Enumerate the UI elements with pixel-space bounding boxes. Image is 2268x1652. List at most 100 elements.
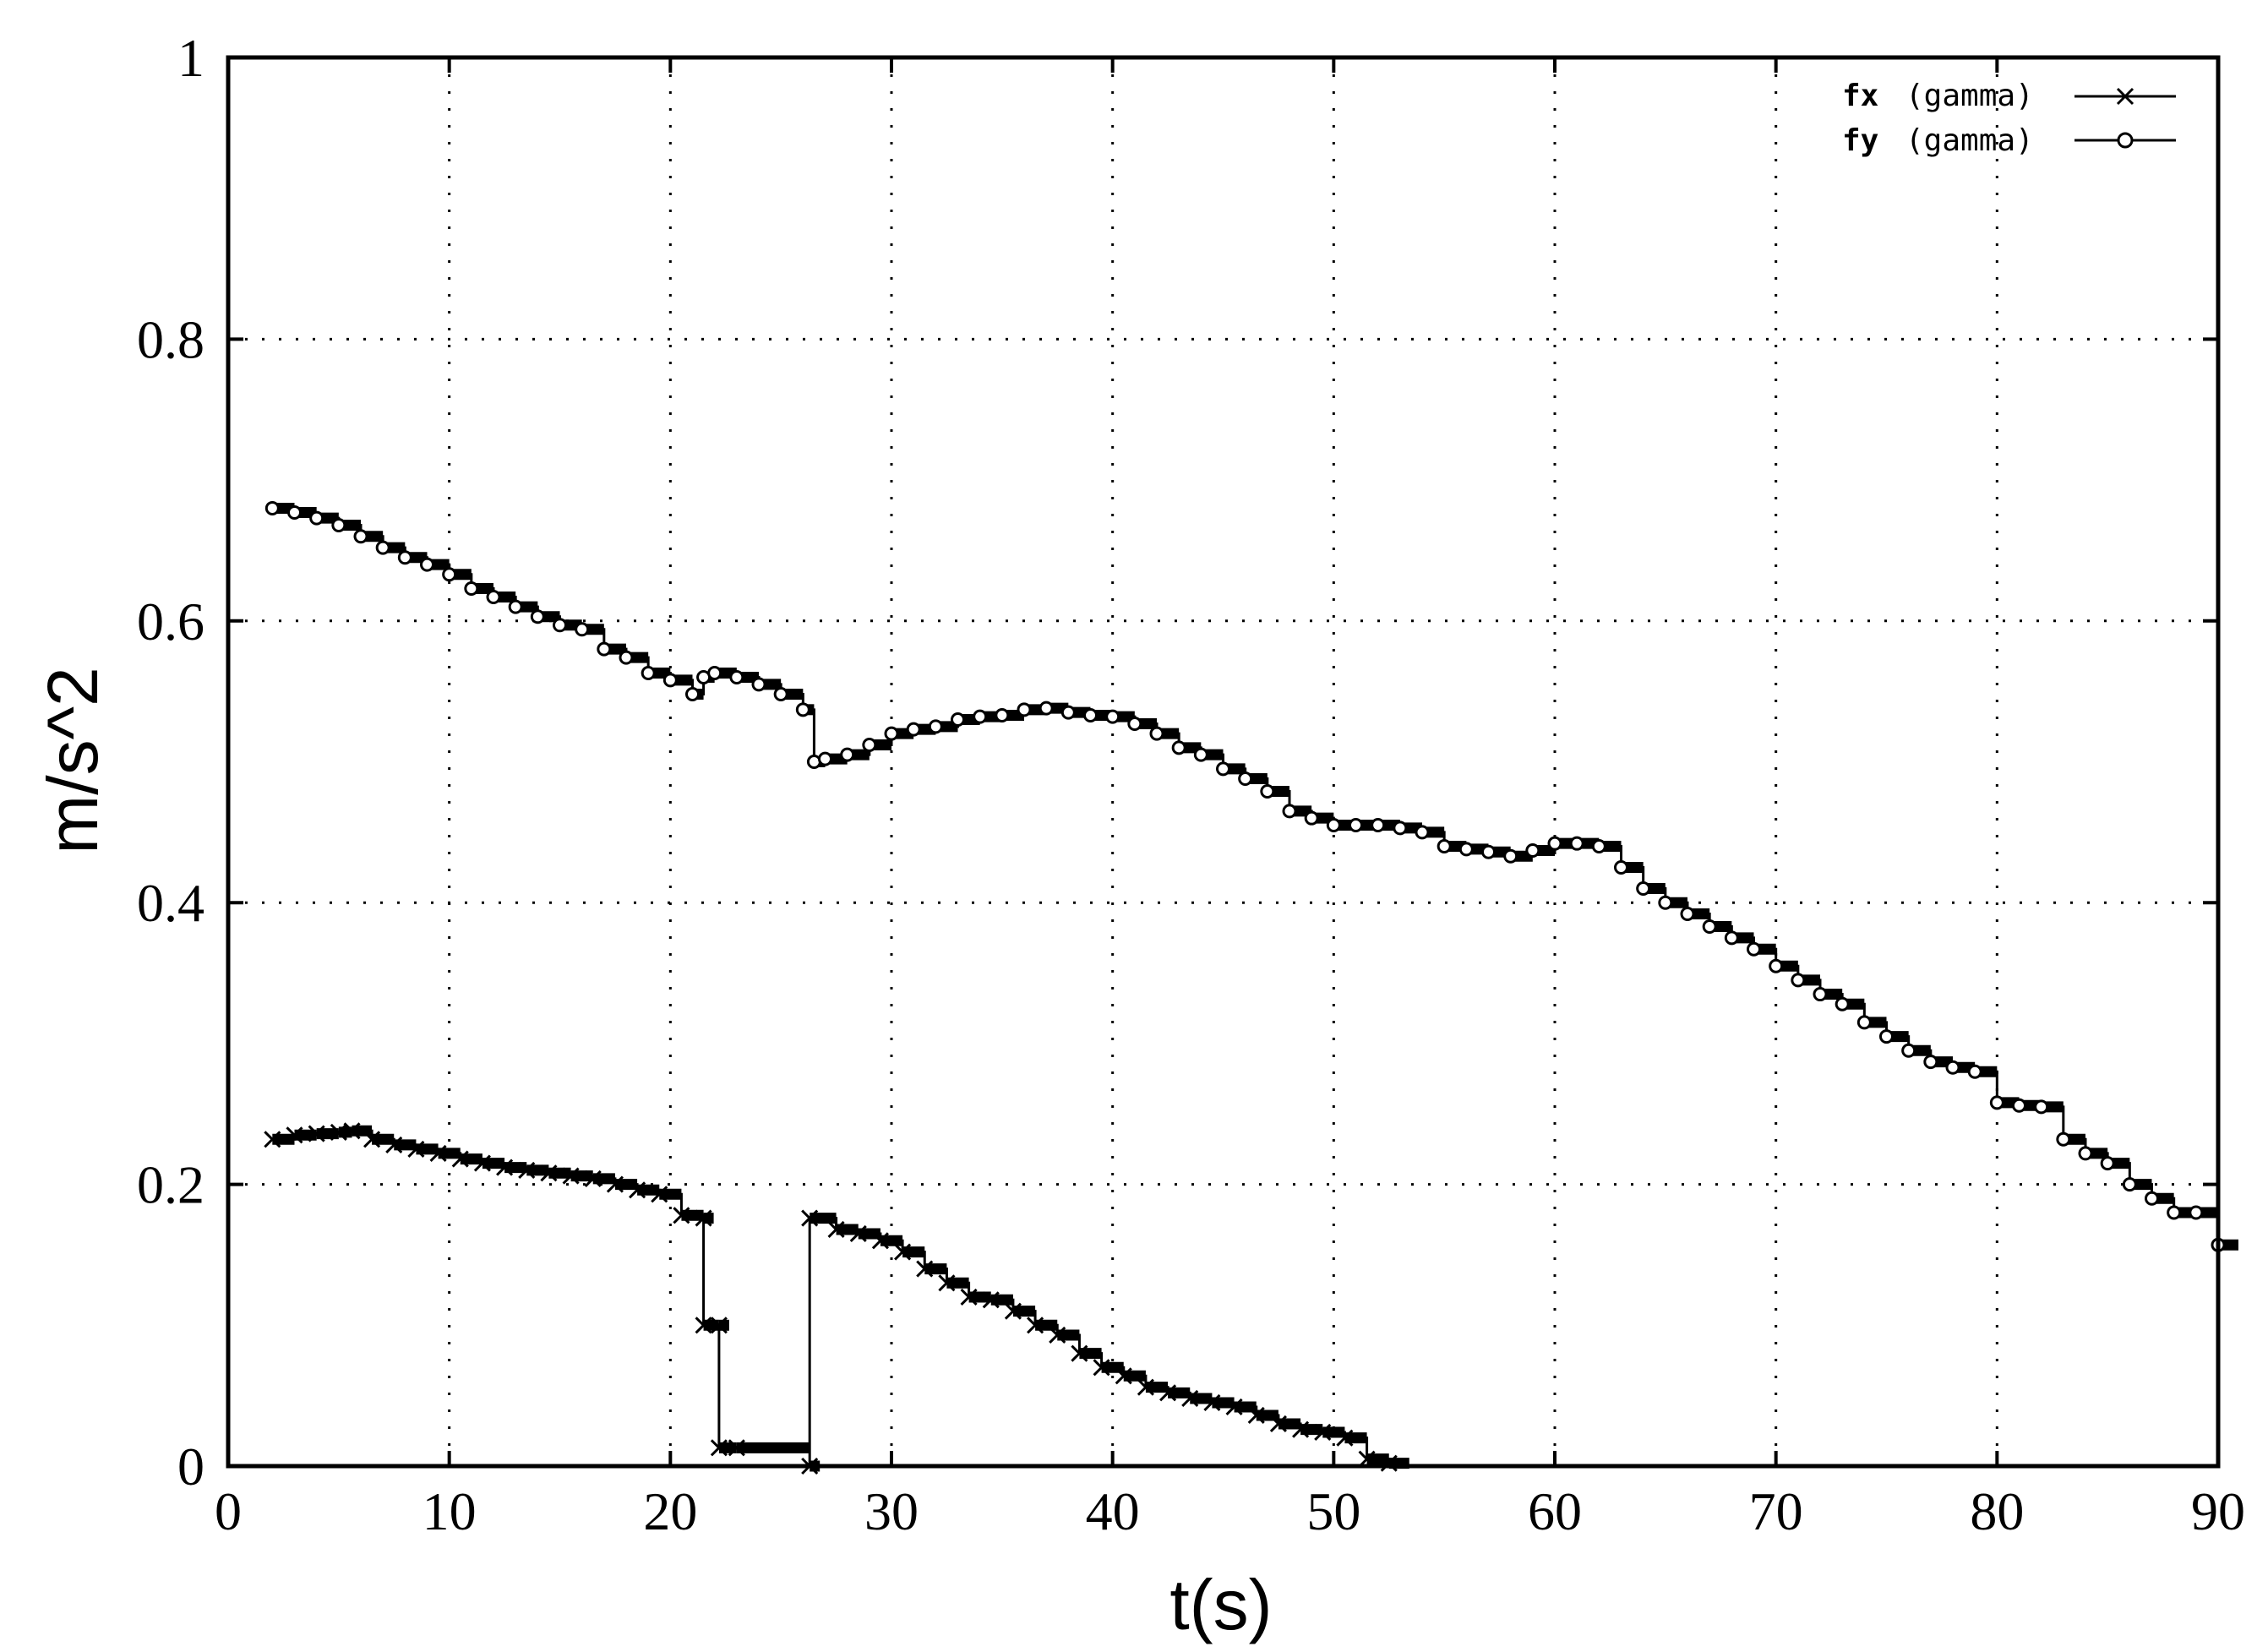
legend-series-name-fx: fx (1842, 79, 1878, 113)
data-point-fy (685, 686, 700, 701)
data-point-fy (707, 665, 722, 680)
data-point-fx (960, 1288, 978, 1306)
data-point-fy (1525, 843, 1540, 859)
data-point-fy (1724, 930, 1739, 946)
data-point-fy (2167, 1205, 2182, 1220)
series-fy (264, 500, 2238, 1252)
x-tick-label: 70 (1749, 1481, 1803, 1541)
data-point-fy (1591, 839, 1606, 854)
data-point-fy (2100, 1156, 2115, 1171)
data-point-fy (553, 618, 567, 633)
data-point-fy (397, 550, 412, 565)
x-tick-label: 50 (1306, 1481, 1360, 1541)
data-point-fy (906, 722, 921, 737)
tick-labels: 0 10 20 30 40 50 60 70 80 90 0 0.2 0.4 0.6 0.8 1 (137, 28, 2245, 1541)
data-point-fy (1547, 836, 1562, 851)
data-point-fy (1989, 1095, 2004, 1110)
data-point-fy (1127, 716, 1142, 731)
data-point-fy (2189, 1205, 2204, 1220)
data-point-fy (1503, 848, 1518, 864)
data-point-fy (862, 737, 877, 752)
axis-ticks (226, 56, 2220, 1468)
x-tick-label: 90 (2191, 1481, 2245, 1541)
data-point-fy (1105, 709, 1120, 724)
data-point-fy (1171, 740, 1186, 755)
data-point-fx (343, 1122, 361, 1140)
data-point-fy (1636, 881, 1651, 897)
data-point-fy (287, 504, 302, 520)
data-point-fx (1380, 1454, 1398, 1472)
data-point-fy (1017, 702, 1032, 717)
data-point-fy (1702, 919, 1717, 935)
data-point-fx (1093, 1359, 1110, 1377)
data-point-fy (773, 686, 788, 701)
data-point-fx (710, 1439, 728, 1457)
x-tick-label: 60 (1528, 1481, 1582, 1541)
data-point-fy (1813, 987, 1828, 1002)
data-point-fy (530, 609, 545, 624)
data-point-fy (1658, 895, 1673, 910)
data-point-fx (695, 1209, 712, 1227)
x-tick-label: 80 (1970, 1481, 2024, 1541)
data-point-fx (540, 1164, 558, 1182)
data-point-fy (1856, 1015, 1872, 1030)
y-tick-label: 0.2 (137, 1155, 204, 1215)
y-tick-label: 1 (177, 28, 204, 88)
data-point-fx (1269, 1415, 1287, 1433)
data-point-fy (375, 540, 390, 555)
data-point-fy (1791, 973, 1806, 988)
data-point-fy (928, 719, 943, 734)
data-point-fx (1292, 1420, 1310, 1438)
data-point-fy (464, 581, 479, 596)
data-point-fy (951, 712, 965, 727)
data-point-fy (1614, 860, 1628, 875)
data-point-fy (1835, 996, 1850, 1011)
data-point-fy (442, 567, 457, 582)
data-point-fx (1004, 1302, 1022, 1320)
data-point-fy (2012, 1098, 2026, 1113)
data-point-fy (973, 709, 988, 724)
series-fx (264, 1122, 1409, 1475)
data-point-fx (264, 1131, 281, 1148)
data-point-fy (2122, 1177, 2137, 1192)
legend-series-name-fy: fy (1842, 123, 1878, 158)
x-tick-label: 10 (423, 1481, 477, 1541)
data-point-fx (827, 1220, 845, 1239)
data-point-fx (1137, 1378, 1154, 1396)
data-point-fx (938, 1274, 956, 1292)
data-point-fy (2145, 1191, 2159, 1206)
y-tick-label: 0.6 (137, 592, 204, 652)
data-point-fy (1326, 818, 1341, 833)
data-point-fx (1027, 1317, 1044, 1334)
y-tick-label: 0.4 (137, 873, 204, 933)
data-point-fy (575, 622, 590, 637)
data-point-fy (1680, 907, 1695, 922)
data-point-fy (2078, 1146, 2093, 1161)
data-point-fx (363, 1131, 381, 1148)
data-point-fy (884, 726, 899, 741)
data-point-fy (508, 599, 523, 614)
data-point-fy (751, 677, 766, 692)
data-point-fy (619, 650, 634, 665)
legend-marker-fy (2117, 132, 2134, 149)
data-point-fy (331, 517, 346, 532)
y-axis-title: m/s^2 (33, 667, 112, 853)
data-point-fx (584, 1169, 602, 1187)
data-point-fy (1216, 761, 1230, 777)
data-point-fx (429, 1144, 447, 1162)
data-point-fx (385, 1136, 403, 1153)
legend-entry-fy: fy (gamma) (1842, 123, 2176, 158)
data-point-fx (1071, 1344, 1088, 1362)
data-point-fy (1304, 810, 1319, 826)
data-point-fy (662, 673, 678, 688)
data-point-fy (1371, 818, 1386, 833)
data-point-fx (695, 1317, 712, 1334)
data-point-fy (641, 665, 656, 680)
data-point-fx (801, 1209, 819, 1227)
data-point-fy (1039, 701, 1054, 716)
data-point-fx (651, 1186, 668, 1203)
data-point-fy (1769, 958, 1784, 973)
data-point-fy (1260, 784, 1275, 799)
